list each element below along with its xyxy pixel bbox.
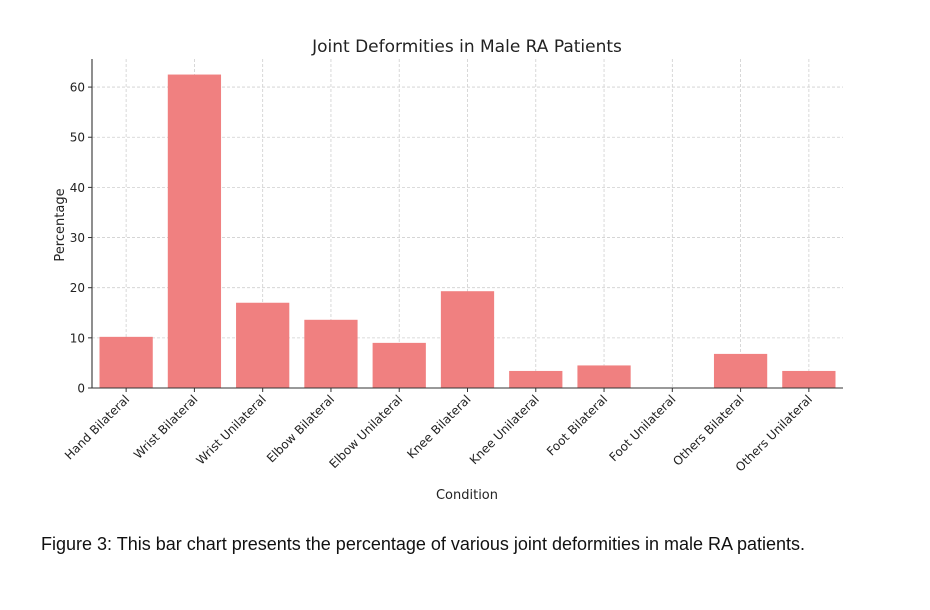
y-tick-label: 20 <box>70 281 85 295</box>
figure-caption: Figure 3: This bar chart presents the pe… <box>41 534 806 554</box>
x-tick-label: Knee Bilateral <box>404 392 473 461</box>
bar-chart: 0 10 20 30 40 50 60 Hand Bilateral Wrist Bilater… <box>53 37 843 503</box>
bar <box>304 319 358 388</box>
x-tick-label: Wrist Bilateral <box>131 392 201 462</box>
x-tick-label: Foot Bilateral <box>544 392 610 458</box>
y-axis-label: Percentage <box>53 188 68 261</box>
x-tick-label: Elbow Bilateral <box>264 392 337 465</box>
bar <box>713 353 768 388</box>
x-axis-label: Condition <box>436 488 498 503</box>
bar <box>782 370 836 388</box>
x-tick-label: Foot Unilateral <box>606 392 678 464</box>
bar <box>440 291 495 388</box>
y-tick-label: 10 <box>70 331 85 345</box>
y-tick-label: 40 <box>70 181 85 195</box>
bar <box>236 302 290 388</box>
y-tick-label: 30 <box>70 231 85 245</box>
y-tick-label: 50 <box>70 131 85 145</box>
y-tick-label: 0 <box>77 382 85 396</box>
x-tick-label: Wrist Unilateral <box>194 392 269 467</box>
bar <box>577 365 631 388</box>
bars <box>99 74 836 389</box>
x-tick-label: Others Bilateral <box>670 392 746 468</box>
chart-title: Joint Deformities in Male RA Patients <box>311 37 622 57</box>
x-tick-label: Elbow Unilateral <box>326 392 405 471</box>
bar <box>167 74 222 389</box>
bar <box>372 342 426 388</box>
x-tick-label: Hand Bilateral <box>62 392 132 462</box>
bar <box>99 336 153 388</box>
y-tick-label: 60 <box>70 81 85 95</box>
x-tick-label: Others Unilateral <box>733 392 815 474</box>
bar <box>509 370 563 388</box>
x-tick-label: Knee Unilateral <box>467 392 542 467</box>
